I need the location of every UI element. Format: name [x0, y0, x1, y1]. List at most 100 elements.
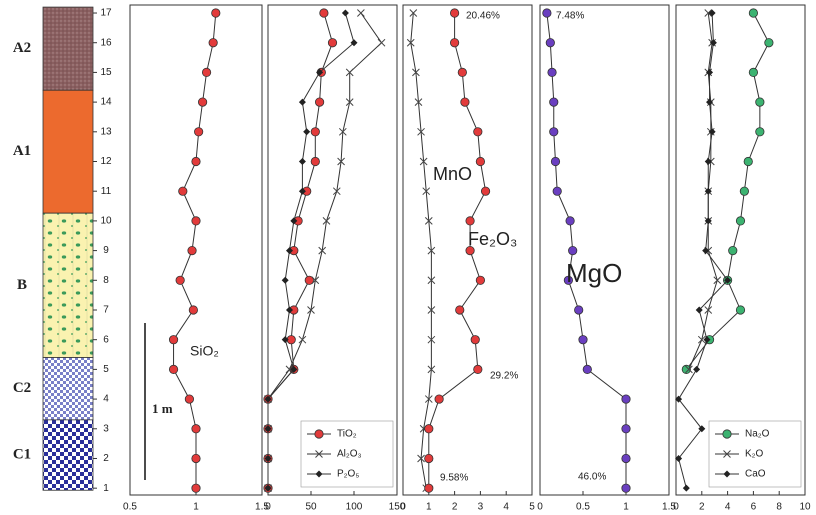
point: [299, 99, 306, 106]
point: [209, 39, 217, 47]
point: [683, 485, 690, 492]
point: [705, 306, 712, 313]
annotation: 7.48%: [556, 11, 584, 22]
series-line: [689, 13, 717, 369]
point: [169, 335, 177, 343]
panels: 0.511.5SiO₂050100150TiO₂Al₂O₃P₂O₅012345M…: [123, 5, 811, 513]
point: [198, 98, 206, 106]
legend-label: Al₂O₃: [337, 449, 362, 460]
x-tick-label: 10: [799, 502, 811, 513]
sample-label: 11: [101, 186, 112, 197]
x-tick-label: 2: [452, 502, 458, 513]
legend-label: CaO: [745, 469, 766, 480]
point: [714, 277, 721, 284]
point: [450, 9, 458, 17]
layer-label: A1: [13, 143, 31, 159]
sample-label: 6: [103, 334, 109, 345]
series-label: SiO₂: [190, 343, 219, 359]
point: [299, 158, 306, 165]
point: [425, 484, 433, 492]
point: [378, 39, 385, 46]
sample-label: 7: [103, 305, 109, 316]
x-tick-label: 0: [400, 502, 406, 513]
point: [461, 98, 469, 106]
point: [450, 39, 458, 47]
point: [546, 39, 554, 47]
legend: TiO₂ Al₂O₃ P₂O₅: [301, 421, 393, 487]
sample-label: 12: [100, 156, 112, 167]
layer: [43, 420, 93, 490]
point: [192, 454, 200, 462]
sample-label: 4: [103, 394, 109, 405]
strat-column: A2A1BC2C11234567891011121314151617: [13, 7, 112, 494]
x-tick-label: 2: [699, 502, 705, 513]
legend-label: K₂O: [745, 449, 764, 460]
scale-bar-label: 1 m: [152, 401, 173, 416]
point: [425, 454, 433, 462]
x-tick-label: 0.5: [576, 502, 590, 513]
point: [548, 68, 556, 76]
x-tick-label: 1: [426, 502, 432, 513]
layer-label: B: [17, 277, 27, 293]
x-tick-label: 100: [346, 502, 363, 513]
x-tick-label: 0: [537, 502, 543, 513]
point: [311, 157, 319, 165]
x-tick-label: 50: [305, 502, 317, 513]
legend-label: TiO₂: [337, 429, 357, 440]
point: [202, 68, 210, 76]
panel: 0246810Na₂OK₂OCaO: [673, 5, 811, 513]
point: [481, 187, 489, 195]
legend-marker: [315, 430, 323, 438]
point: [194, 128, 202, 136]
point: [740, 187, 748, 195]
point: [176, 276, 184, 284]
x-tick-label: 0: [673, 502, 679, 513]
sample-label: 16: [100, 37, 112, 48]
point: [756, 128, 764, 136]
series-line: [268, 13, 354, 488]
point: [425, 425, 433, 433]
sample-label: 8: [103, 275, 109, 286]
point: [212, 9, 220, 17]
point: [458, 68, 466, 76]
x-tick-label: 4: [503, 502, 509, 513]
point: [282, 277, 289, 284]
legend-label: Na₂O: [745, 429, 770, 440]
point: [575, 306, 583, 314]
point: [357, 10, 364, 17]
point: [736, 217, 744, 225]
point: [476, 157, 484, 165]
point: [622, 484, 630, 492]
point: [169, 365, 177, 373]
annotation: 20.46%: [466, 11, 500, 22]
sample-label: 1: [103, 483, 109, 494]
point: [744, 157, 752, 165]
x-tick-label: 8: [776, 502, 782, 513]
point: [749, 68, 757, 76]
point: [749, 9, 757, 17]
point: [188, 246, 196, 254]
point: [706, 99, 713, 106]
point: [192, 157, 200, 165]
point: [471, 335, 479, 343]
point: [709, 10, 716, 17]
series-line: [547, 13, 626, 488]
point: [553, 187, 561, 195]
point: [474, 128, 482, 136]
annotation: 29.2%: [490, 371, 518, 382]
point: [189, 306, 197, 314]
sample-label: 10: [100, 216, 112, 227]
panel: 012345MnOFe₂O₃20.46%29.2%9.58%: [400, 5, 535, 513]
sample-label: 13: [100, 126, 112, 137]
point: [693, 366, 700, 373]
layer-label: C2: [13, 380, 31, 396]
point: [710, 39, 717, 46]
x-tick-label: 6: [751, 502, 757, 513]
point: [568, 246, 576, 254]
x-tick-label: 1: [193, 502, 199, 513]
legend-label: P₂O₅: [337, 469, 359, 480]
point: [476, 276, 484, 284]
point: [765, 39, 773, 47]
point: [320, 9, 328, 17]
point: [435, 395, 443, 403]
